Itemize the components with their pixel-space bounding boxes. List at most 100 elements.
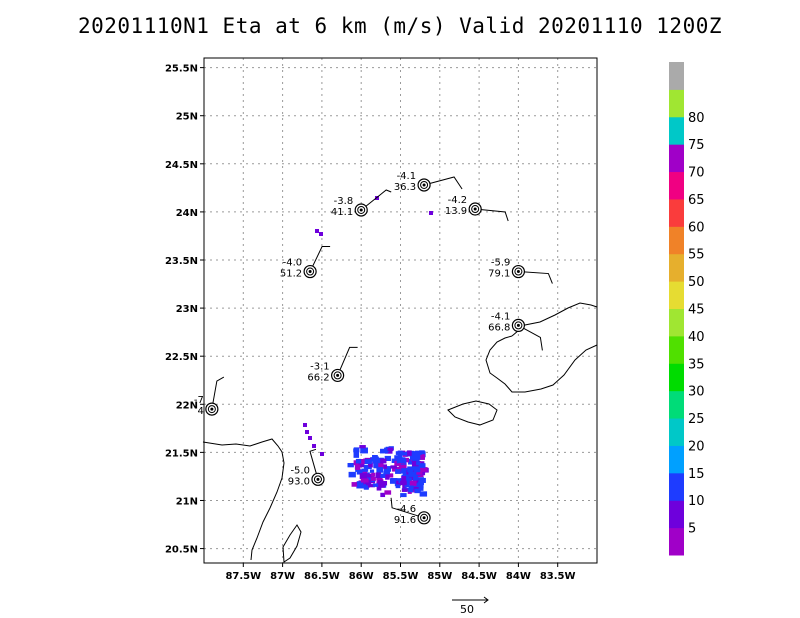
colorbar-label: 75 [688, 138, 705, 153]
colorbar-swatch [669, 281, 684, 309]
wind-cell [363, 484, 369, 490]
cozumel-coast [282, 524, 302, 563]
wind-barb [211, 376, 225, 410]
wind-cell [395, 469, 401, 474]
wind-cell [401, 475, 407, 482]
wind-cell [429, 211, 433, 215]
colorbar-label: 65 [688, 193, 705, 208]
wind-speed-field [303, 196, 433, 498]
wind-cell [399, 452, 408, 456]
station-value-bottom: 4 [197, 406, 203, 417]
wind-cell [369, 476, 376, 481]
wind-cell [315, 229, 319, 233]
wind-cell [365, 475, 371, 481]
wind-cell [407, 450, 412, 456]
station-value-bottom: 36.3 [394, 182, 416, 193]
wind-barb [475, 208, 509, 222]
map-frame [203, 57, 598, 564]
station-layer: -4.136.3-3.841.1-4.213.9-4.051.2-5.979.1… [194, 171, 553, 526]
station-value-bottom: 66.8 [488, 322, 510, 333]
wind-cell [403, 471, 410, 478]
x-tick-label: 87W [270, 571, 295, 582]
wind-cell [412, 464, 420, 470]
station-value-top: -4.0 [283, 258, 303, 269]
station-value-bottom: 13.9 [445, 206, 467, 217]
grid-lines [204, 58, 597, 563]
station-value-top: -4.2 [448, 195, 468, 206]
wind-cell [383, 467, 388, 473]
wind-cell [376, 467, 384, 473]
station-marker-ring [306, 267, 315, 276]
wind-cell [320, 452, 324, 456]
colorbar-swatch [669, 171, 684, 200]
station-marker-ring [207, 405, 216, 414]
wind-barb [309, 246, 331, 272]
x-tick-label: 85W [427, 571, 452, 582]
colorbar-swatch [669, 390, 684, 419]
wind-cell [372, 459, 378, 464]
x-tick-label: 87.5W [225, 571, 261, 582]
wind-cell [409, 454, 415, 460]
wind-cell [353, 452, 360, 458]
wind-cell [413, 454, 421, 460]
wind-cell [407, 466, 414, 473]
wind-cell [411, 458, 420, 463]
wind-cell [375, 458, 383, 462]
colorbar-label: 15 [688, 467, 705, 482]
y-tick-label: 24.5N [165, 160, 198, 171]
wind-cell [367, 462, 373, 468]
station-marker-ring [333, 371, 342, 380]
wind-cell [395, 482, 401, 489]
wind-cell [364, 459, 372, 465]
wind-cell [363, 464, 369, 469]
wind-cell [355, 458, 362, 464]
wind-cell [408, 471, 416, 477]
wind-cell [386, 466, 392, 472]
wind-cell [419, 454, 426, 460]
wind-cell [347, 462, 354, 468]
station-s8: -74 [194, 376, 225, 417]
station-marker-ring [357, 205, 366, 214]
colorbar-label: 25 [688, 412, 705, 427]
wind-cell [412, 487, 419, 491]
colorbar-swatch [669, 253, 684, 282]
colorbar-swatch [669, 198, 684, 227]
wind-cell [362, 471, 368, 475]
wind-cell [418, 480, 424, 486]
y-tick-label: 22N [176, 400, 198, 411]
station-marker-dot [516, 270, 520, 274]
wind-cell [357, 481, 364, 488]
wind-cell [414, 468, 421, 473]
wind-cell [358, 462, 365, 468]
colorbar-swatch [669, 116, 684, 145]
wind-cell [380, 492, 386, 498]
wind-cell [400, 480, 407, 486]
station-marker-dot [359, 208, 363, 212]
colorbar-swatch [669, 527, 684, 556]
wind-cell [351, 482, 358, 487]
wind-barb [518, 324, 543, 351]
colorbar-label: 5 [688, 522, 696, 537]
wind-cell [414, 488, 421, 494]
station-marker-dot [316, 477, 320, 481]
wind-cell [378, 462, 384, 469]
wind-cell [398, 457, 406, 464]
wind-cell [359, 473, 368, 479]
wind-cell [319, 232, 323, 236]
wind-cell [360, 459, 365, 465]
wind-cell [375, 472, 382, 478]
wind-cell [412, 473, 417, 478]
colorbar-label: 50 [688, 275, 705, 290]
chart-title: 20201110N1 Eta at 6 km (m/s) Valid 20201… [77, 14, 722, 38]
station-marker-dot [516, 323, 520, 327]
colorbar-label: 30 [688, 385, 705, 400]
station-s5: -5.979.1 [488, 258, 553, 284]
station-value-bottom: 41.1 [331, 207, 353, 218]
station-s1: -4.136.3 [394, 171, 463, 193]
y-tick-label: 22.5N [165, 352, 198, 363]
wind-cell [397, 466, 402, 472]
y-tick-label: 25N [176, 112, 198, 123]
wind-cell [359, 445, 366, 449]
wind-cell [383, 471, 390, 475]
station-value-top: -3.1 [310, 361, 330, 372]
